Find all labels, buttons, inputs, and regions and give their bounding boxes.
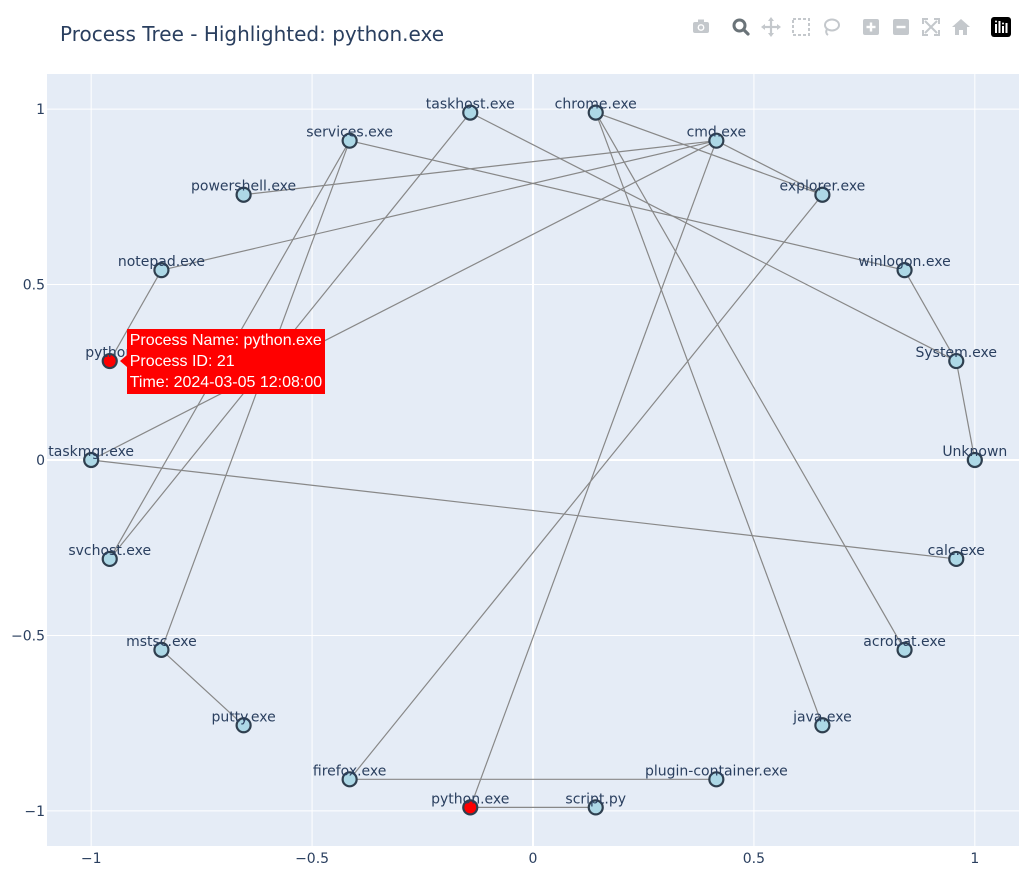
y-tick-label: −0.5 [11, 628, 45, 644]
node-label-acrobat: acrobat.exe [863, 634, 946, 650]
edge-services-mstsc [160, 140, 351, 651]
node-label-chrome: chrome.exe [555, 97, 637, 113]
edge-explorer-firefox [349, 194, 823, 780]
x-tick-label: −0.5 [295, 851, 329, 867]
edge-cmd-taskmgr [90, 140, 717, 461]
node-python_b[interactable] [462, 799, 479, 816]
node-taskmgr[interactable] [83, 451, 100, 469]
node-label-explorer: explorer.exe [779, 179, 865, 195]
x-tick-label: 1 [970, 851, 979, 867]
node-java[interactable] [814, 717, 831, 734]
zoom-icon[interactable] [728, 14, 754, 40]
camera-icon[interactable] [688, 14, 714, 40]
autoscale-icon[interactable] [918, 14, 944, 40]
zoom-out-icon[interactable] [888, 14, 914, 40]
node-label-java: java.exe [792, 709, 852, 725]
node-label-python_b: python.exe [431, 791, 509, 807]
tooltip-process-name: Process Name: python.exe [129, 332, 322, 350]
node-label-winlogon: winlogon.exe [858, 254, 950, 270]
node-plugin[interactable] [708, 771, 725, 788]
x-tick-label: 0.5 [743, 851, 765, 867]
hover-tooltip: Process Name: python.exe Process ID: 21 … [126, 329, 326, 395]
y-tick-label: −1 [24, 804, 45, 820]
y-tick-label: 0 [36, 453, 45, 469]
y-axis-ticks: −1 −0.5 0 0.5 1 [11, 102, 45, 820]
node-script[interactable] [587, 799, 604, 816]
node-mstsc[interactable] [153, 641, 170, 658]
y-tick-label: 1 [36, 102, 45, 118]
edge-winlogon-services [349, 140, 905, 271]
edge-chrome-acrobat [595, 112, 906, 651]
node-label-plugin: plugin-container.exe [645, 763, 788, 779]
reset-axes-icon[interactable] [948, 14, 974, 40]
node-label-putty: putty.exe [211, 709, 275, 725]
node-label-layer: Unknown System.exe winlogon.exe explorer.ex… [48, 97, 1007, 808]
y-tick-label: 0.5 [23, 278, 45, 294]
node-svchost[interactable] [101, 550, 118, 568]
x-axis-ticks: −1 −0.5 0 0.5 1 [81, 851, 979, 867]
edge-cmd-powershell [243, 140, 717, 196]
edge-explorer-chrome [595, 112, 823, 196]
node-label-firefox: firefox.exe [313, 763, 387, 779]
plotly-logo-icon[interactable] [988, 14, 1014, 40]
node-powershell[interactable] [235, 186, 252, 203]
lasso-select-icon[interactable] [818, 14, 844, 40]
edge-layer [90, 112, 976, 809]
node-python_a[interactable] [101, 352, 118, 370]
edge-unknown-system [955, 360, 976, 461]
node-label-notepad: notepad.exe [118, 254, 205, 270]
x-tick-label: −1 [81, 851, 102, 867]
edge-explorer-cmd [716, 140, 823, 196]
edge-notepad-python_a [109, 269, 162, 362]
edge-system-taskhost [469, 112, 957, 362]
node-acrobat[interactable] [896, 641, 913, 658]
node-label-svchost: svchost.exe [68, 543, 151, 559]
node-firefox[interactable] [341, 771, 358, 788]
tooltip-arrow [119, 355, 127, 368]
node-winlogon[interactable] [896, 262, 913, 279]
edge-system-winlogon [904, 269, 957, 362]
node-label-script: script.py [565, 791, 626, 807]
node-cmd[interactable] [708, 132, 725, 149]
edge-chrome-java [595, 112, 823, 726]
node-taskhost[interactable] [462, 104, 479, 121]
node-label-taskmgr: taskmgr.exe [48, 444, 134, 460]
pan-icon[interactable] [758, 14, 784, 40]
node-layer [83, 104, 983, 816]
node-unknown[interactable] [966, 451, 983, 469]
edge-mstsc-putty [161, 649, 245, 726]
node-services[interactable] [341, 132, 358, 149]
box-select-icon[interactable] [788, 14, 814, 40]
node-chrome[interactable] [587, 104, 604, 121]
node-label-cmd: cmd.exe [687, 125, 747, 141]
x-tick-label: 0 [529, 851, 538, 867]
node-label-system: System.exe [916, 345, 998, 361]
grid [47, 74, 1019, 846]
node-label-services: services.exe [306, 125, 393, 141]
node-system[interactable] [948, 352, 965, 370]
node-explorer[interactable] [814, 186, 831, 203]
node-label-unknown: Unknown [942, 444, 1007, 460]
edge-taskmgr-calc [91, 459, 957, 560]
node-calc[interactable] [948, 550, 965, 568]
tooltip-time: Time: 2024-03-05 12:08:00 [129, 374, 323, 392]
node-label-taskhost: taskhost.exe [426, 97, 515, 113]
chart-title: Process Tree - Highlighted: python.exe [60, 22, 445, 46]
zoom-in-icon[interactable] [858, 14, 884, 40]
node-notepad[interactable] [153, 262, 170, 279]
node-putty[interactable] [235, 717, 252, 734]
node-label-powershell: powershell.exe [191, 179, 296, 195]
node-label-mstsc: mstsc.exe [126, 634, 197, 650]
node-label-calc: calc.exe [928, 543, 985, 559]
tooltip-process-id: Process ID: 21 [129, 353, 235, 371]
